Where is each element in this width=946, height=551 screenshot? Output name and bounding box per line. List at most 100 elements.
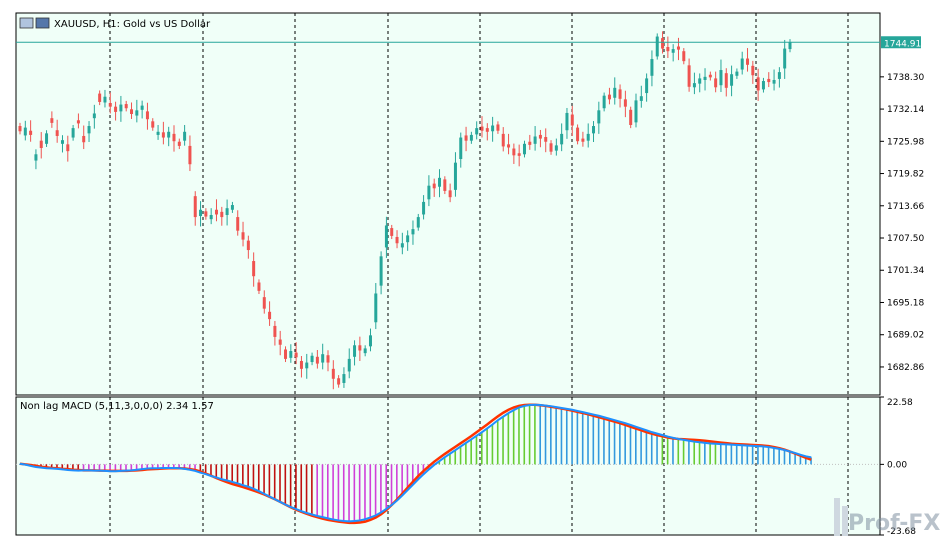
histogram-bar: [162, 464, 164, 468]
histogram-bar: [157, 464, 159, 469]
histogram-bar: [470, 439, 472, 465]
bull-candle: [379, 256, 383, 286]
histogram-bar: [66, 464, 69, 471]
histogram-bar: [188, 464, 191, 470]
bull-candle: [119, 104, 123, 112]
histogram-bar: [289, 464, 292, 508]
bull-candle: [289, 351, 293, 358]
chart-window-icon: [19, 17, 34, 29]
indicator-tick-label: 22.58: [887, 398, 913, 408]
price-panel[interactable]: 1744.91 1738.30 1732.14 1725.98 1719.82 1713.…: [15, 12, 924, 396]
bull-candle: [368, 335, 372, 347]
histogram-bar: [273, 464, 276, 500]
histogram-bar: [358, 464, 361, 521]
bear-candle: [390, 228, 394, 236]
bear-candle: [273, 325, 277, 337]
histogram-bar: [698, 442, 701, 465]
histogram-bar: [342, 464, 345, 522]
histogram-bar: [300, 464, 303, 512]
histogram-bar: [650, 432, 653, 465]
bear-candle: [294, 352, 298, 358]
histogram-bar: [151, 464, 154, 469]
price-panel-frame: [15, 12, 881, 396]
histogram-bar: [279, 464, 281, 502]
histogram-bar: [443, 457, 446, 465]
histogram-bar: [735, 444, 738, 465]
histogram-bar: [773, 447, 775, 465]
bull-candle: [103, 96, 107, 103]
histogram-bar: [332, 464, 334, 520]
histogram-bar: [481, 432, 483, 465]
bull-candle: [87, 126, 91, 134]
histogram-bar: [56, 464, 58, 469]
histogram-bar: [645, 430, 648, 465]
bull-candle: [400, 243, 404, 248]
bull-candle: [777, 72, 781, 79]
macd-histogram: [19, 404, 812, 522]
bear-candle: [172, 133, 176, 142]
histogram-bar: [72, 464, 74, 471]
histogram-bar: [465, 442, 467, 465]
histogram-bar: [61, 464, 64, 470]
bear-candle: [682, 51, 686, 62]
bull-candle: [533, 136, 537, 144]
histogram-bar: [555, 407, 557, 465]
histogram-bar: [783, 450, 786, 465]
histogram-bar: [762, 446, 765, 465]
indicator-caption: Non lag MACD (5,11,3,0,0,0) 2.34 1.57: [20, 401, 214, 412]
price-grid: [109, 13, 849, 395]
bear-candle: [512, 148, 516, 156]
bear-candle: [284, 349, 288, 359]
histogram-bar: [454, 450, 457, 465]
histogram-bar: [215, 464, 218, 478]
histogram-bar: [704, 442, 706, 465]
chart-bars-icon: [35, 17, 50, 29]
histogram-bar: [119, 464, 122, 471]
histogram-bar: [624, 423, 626, 465]
histogram-bar: [741, 445, 743, 465]
histogram-bar: [709, 443, 711, 465]
price-tick-label: 1682.86: [887, 363, 924, 373]
bear-candle: [448, 190, 452, 198]
bull-candle: [209, 214, 213, 220]
bull-candle: [735, 71, 739, 76]
histogram-bar: [539, 404, 542, 465]
histogram-bar: [597, 415, 600, 465]
histogram-bar: [587, 413, 589, 465]
bear-candle: [145, 111, 149, 120]
indicator-panel[interactable]: 22.58 0.00 -23.68 Non lag MACD (5,11,3,0,0…: [15, 396, 916, 537]
bull-candle: [156, 131, 160, 135]
bear-candle: [177, 141, 181, 146]
bear-candle: [299, 360, 303, 369]
bull-candle: [560, 133, 564, 145]
histogram-bar: [401, 464, 403, 496]
bear-candle: [432, 183, 436, 189]
bull-candle: [703, 76, 707, 80]
histogram-bar: [730, 444, 733, 465]
histogram-bar: [183, 464, 186, 469]
histogram-bar: [109, 464, 111, 472]
bear-candle: [98, 93, 102, 102]
histogram-bar: [507, 413, 510, 465]
histogram-bar: [199, 464, 202, 473]
price-tick-label: 1713.66: [887, 202, 924, 212]
macd-line: [19, 403, 812, 523]
bull-candle: [597, 110, 601, 124]
histogram-bar: [82, 464, 85, 471]
histogram-bar: [167, 464, 170, 468]
bull-candle: [183, 131, 187, 141]
bear-candle: [18, 126, 22, 132]
indicator-axis: 22.58 0.00 -23.68: [880, 396, 916, 537]
bear-candle: [108, 103, 112, 107]
bear-candle: [544, 137, 548, 142]
bull-candle: [438, 177, 442, 187]
histogram-bar: [459, 446, 462, 465]
bull-candle: [788, 42, 792, 50]
histogram-bar: [353, 464, 356, 522]
bear-candle: [464, 135, 468, 141]
bear-candle: [767, 78, 771, 83]
price-tick-label: 1695.18: [887, 298, 924, 308]
bear-candle: [130, 109, 134, 114]
